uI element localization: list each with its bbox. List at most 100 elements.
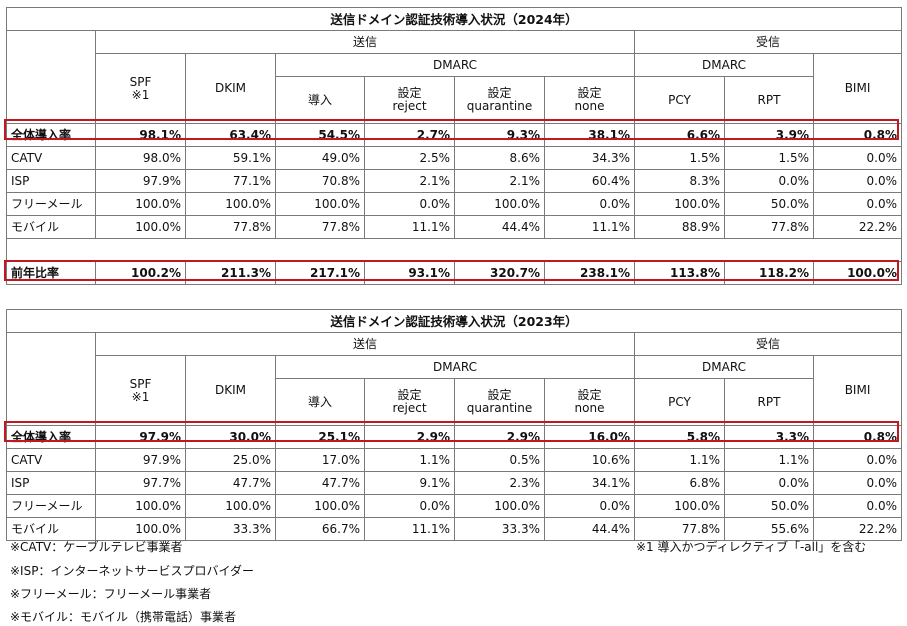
data-cell: 5.8%: [634, 425, 725, 449]
corner-cell: [6, 30, 96, 124]
data-cell: 47.7%: [275, 471, 365, 495]
header-rpt: RPT: [724, 76, 814, 124]
data-cell: 9.1%: [364, 471, 455, 495]
spacer-row: [5, 238, 903, 262]
row-label: フリーメール: [6, 494, 96, 518]
header-dkim: DKIM: [185, 355, 276, 426]
data-cell: 50.0%: [724, 494, 814, 518]
header-none: 設定 none: [544, 378, 635, 426]
data-cell: 54.5%: [275, 123, 365, 147]
data-cell: 10.6%: [544, 448, 635, 472]
data-cell: 100.0%: [454, 192, 545, 216]
data-cell: 77.8%: [185, 215, 276, 239]
header-deploy: 導入: [275, 76, 365, 124]
data-cell: 2.9%: [364, 425, 455, 449]
data-cell: 77.8%: [275, 215, 365, 239]
data-cell: 25.0%: [185, 448, 276, 472]
data-cell: 44.4%: [454, 215, 545, 239]
data-cell: 30.0%: [185, 425, 276, 449]
data-cell: 11.1%: [364, 517, 455, 541]
data-cell: 320.7%: [454, 261, 545, 285]
header-pcy: PCY: [634, 76, 725, 124]
row-label: モバイル: [6, 215, 96, 239]
data-cell: 0.0%: [364, 494, 455, 518]
data-cell: 0.8%: [812, 123, 903, 147]
data-cell: 118.2%: [724, 261, 814, 285]
data-cell: 11.1%: [544, 215, 635, 239]
data-cell: 98.0%: [95, 146, 186, 170]
header-reject: 設定 reject: [364, 76, 455, 124]
note-free: ※フリーメール：フリーメール事業者: [10, 587, 212, 601]
data-cell: 77.8%: [724, 215, 814, 239]
table-row: ISP 97.9% 77.1% 70.8% 2.1% 2.1% 60.4% 8.3% 0.0…: [6, 169, 903, 193]
row-label: 全体導入率: [6, 123, 96, 147]
table-2023: 送信ドメイン認証技術導入状況（2023年） 送信 受信 SPF ※1 DKIM D…: [5, 309, 903, 541]
data-cell: 70.8%: [275, 169, 365, 193]
data-cell: 2.9%: [454, 425, 545, 449]
data-cell: 17.0%: [275, 448, 365, 472]
total-row: 全体導入率 98.1% 63.4% 54.5% 2.7% 9.3% 38.1% 6.6% 3…: [6, 123, 903, 147]
data-cell: 8.6%: [454, 146, 545, 170]
note-catv: ※CATV：ケーブルテレビ事業者: [10, 540, 183, 554]
data-cell: 0.0%: [812, 192, 903, 216]
note-isp: ※ISP：インターネットサービスプロバイダー: [10, 564, 254, 578]
header-dmarc-send: DMARC: [275, 53, 635, 77]
data-cell: 97.7%: [95, 471, 186, 495]
data-cell: 22.2%: [812, 517, 903, 541]
data-cell: 0.0%: [724, 471, 814, 495]
table-row: CATV 97.9% 25.0% 17.0% 1.1% 0.5% 10.6% 1.1% 1.…: [6, 448, 903, 472]
header-recv: 受信: [633, 332, 903, 356]
data-cell: 2.1%: [454, 169, 545, 193]
data-cell: 55.6%: [724, 517, 814, 541]
table-title: 送信ドメイン認証技術導入状況（2024年）: [5, 7, 903, 31]
table-row: ISP 97.7% 47.7% 47.7% 9.1% 2.3% 34.1% 6.8% 0.0…: [6, 471, 903, 495]
header-none: 設定 none: [544, 76, 635, 124]
data-cell: 34.3%: [544, 146, 635, 170]
data-cell: 0.0%: [812, 471, 903, 495]
data-cell: 1.1%: [724, 448, 814, 472]
header-dmarc-send: DMARC: [275, 355, 635, 379]
row-label: 全体導入率: [6, 425, 96, 449]
data-cell: 44.4%: [544, 517, 635, 541]
header-send: 送信: [95, 30, 635, 54]
data-cell: 1.5%: [634, 146, 725, 170]
row-label: 前年比率: [6, 261, 96, 285]
data-cell: 1.1%: [634, 448, 725, 472]
data-cell: 11.1%: [364, 215, 455, 239]
ratio-row: 前年比率 100.2% 211.3% 217.1% 93.1% 320.7% 238.1…: [6, 261, 903, 285]
data-cell: 1.1%: [364, 448, 455, 472]
data-cell: 0.0%: [812, 146, 903, 170]
header-deploy: 導入: [275, 378, 365, 426]
data-cell: 98.1%: [95, 123, 186, 147]
table-row: フリーメール 100.0% 100.0% 100.0% 0.0% 100.0% 0.0%…: [6, 192, 903, 216]
data-cell: 63.4%: [185, 123, 276, 147]
header-dmarc-recv: DMARC: [634, 355, 814, 379]
table-row: CATV 98.0% 59.1% 49.0% 2.5% 8.6% 34.3% 1.5% 1.…: [6, 146, 903, 170]
data-cell: 50.0%: [724, 192, 814, 216]
table-row: モバイル 100.0% 77.8% 77.8% 11.1% 44.4% 11.1% 88.…: [6, 215, 903, 239]
row-label: フリーメール: [6, 192, 96, 216]
data-cell: 34.1%: [544, 471, 635, 495]
data-cell: 0.0%: [812, 169, 903, 193]
data-cell: 47.7%: [185, 471, 276, 495]
data-cell: [5, 238, 903, 262]
header-quarantine: 設定 quarantine: [454, 76, 545, 124]
row-label: ISP: [6, 471, 96, 495]
data-cell: 97.9%: [95, 448, 186, 472]
data-cell: 100.0%: [454, 494, 545, 518]
header-recv: 受信: [633, 30, 903, 54]
header-send: 送信: [95, 332, 635, 356]
data-cell: 9.3%: [454, 123, 545, 147]
data-cell: 38.1%: [544, 123, 635, 147]
data-cell: 3.9%: [724, 123, 814, 147]
header-reject: 設定 reject: [364, 378, 455, 426]
row-label: CATV: [6, 448, 96, 472]
data-cell: 3.3%: [724, 425, 814, 449]
data-cell: 100.2%: [95, 261, 186, 285]
data-cell: 0.0%: [364, 192, 455, 216]
header-quarantine: 設定 quarantine: [454, 378, 545, 426]
data-cell: 60.4%: [544, 169, 635, 193]
data-cell: 77.8%: [634, 517, 725, 541]
header-dkim: DKIM: [185, 53, 276, 124]
data-cell: 22.2%: [812, 215, 903, 239]
